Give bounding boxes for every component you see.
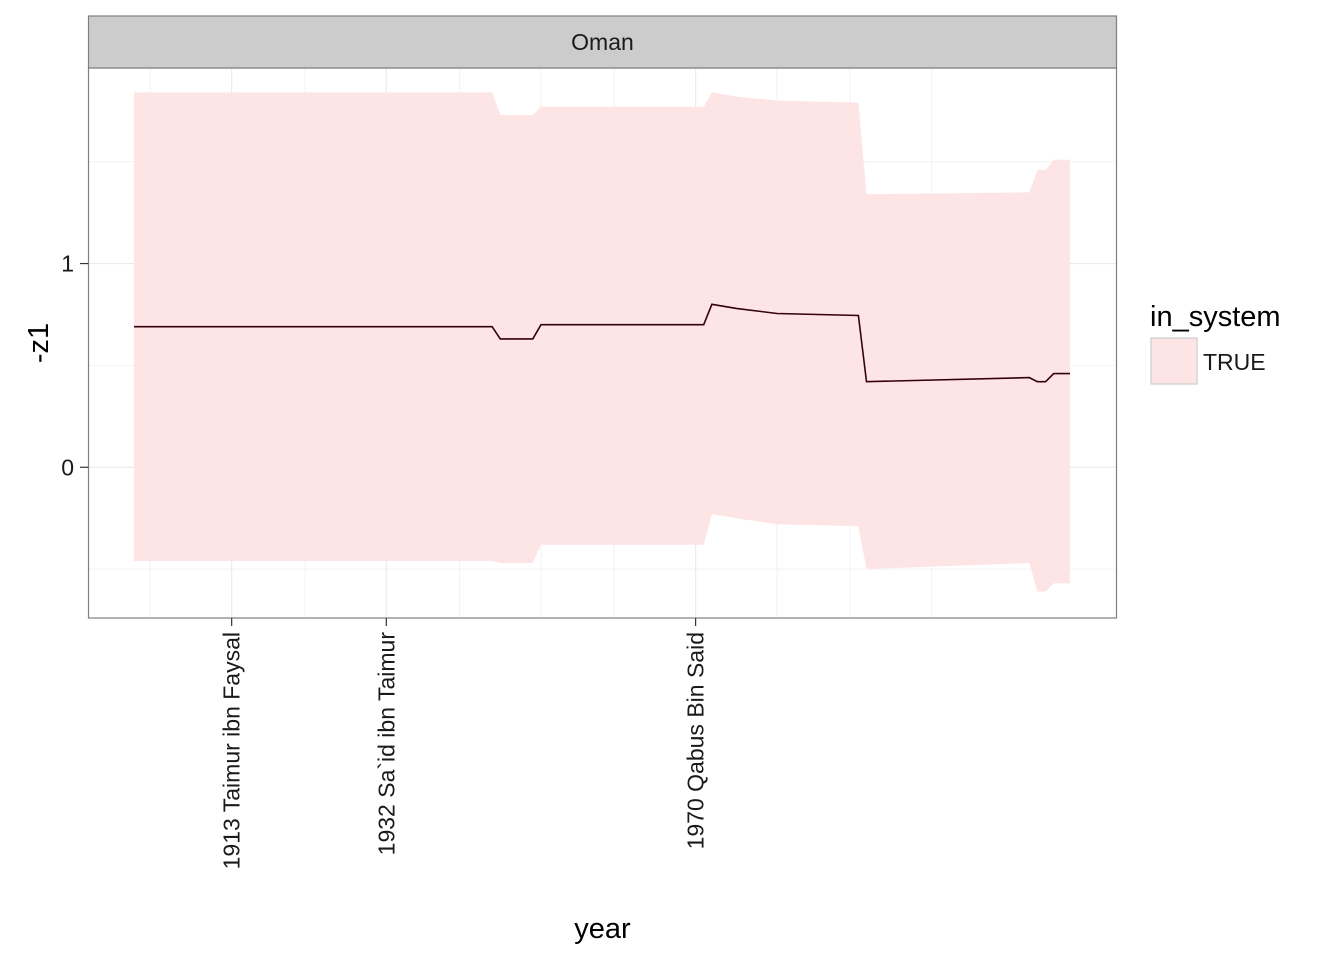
x-tick-label: 1970 Qabus Bin Said: [683, 632, 709, 849]
series-line: [134, 303, 1070, 383]
y-tick-label: 1: [61, 251, 74, 277]
confidence-ribbon: [134, 92, 1070, 592]
y-axis: 01: [61, 251, 88, 480]
y-tick-label: 0: [61, 454, 74, 480]
legend-key: [1150, 337, 1198, 385]
legend-label: TRUE: [1203, 349, 1266, 375]
x-axis: 1913 Taimur ibn Faysal 1932 Sa`id ibn Tai…: [219, 618, 709, 869]
legend-title: in_system: [1150, 301, 1281, 333]
facet-strip: Oman: [87, 15, 1118, 69]
y-axis-title: -z1: [23, 323, 55, 363]
x-tick-label: 1932 Sa`id ibn Taimur: [373, 632, 399, 856]
line-layer: [134, 303, 1070, 383]
x-axis-title: year: [574, 913, 631, 945]
facet-label: Oman: [571, 29, 634, 55]
ribbon-layer: [134, 92, 1070, 592]
x-tick-label: 1913 Taimur ibn Faysal: [219, 632, 245, 869]
legend: in_system TRUE: [1150, 301, 1281, 385]
facet-strip-background: [87, 15, 1118, 69]
